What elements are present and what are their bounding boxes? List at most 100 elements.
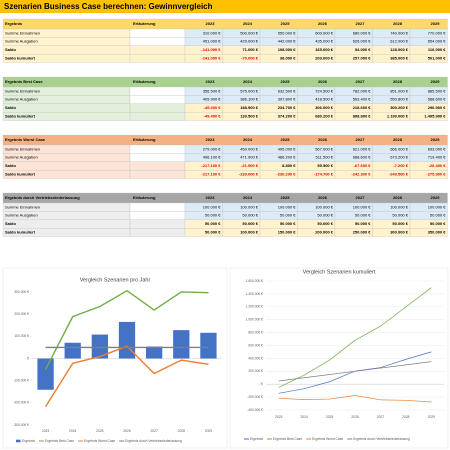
row-label: Saldo kumuliert (5, 55, 36, 60)
row-note-cell (129, 54, 186, 63)
table-header-label: Ergebnis durch Vertriebsniederlassung (5, 195, 80, 200)
row-note-cell (129, 170, 186, 179)
legend-label: Ergebnis Worst Case (84, 439, 115, 443)
y-tick-label: 200.000 € (14, 312, 29, 316)
value-text: 100.000 € (353, 204, 372, 209)
x-tick-label: 2029 (428, 415, 436, 419)
value-text: 50.000 € (242, 213, 258, 218)
bar (118, 321, 136, 359)
x-tick-label: 2029 (205, 429, 213, 433)
row-label: Saldo kumuliert (5, 229, 36, 234)
value-text: 50.000 € (317, 221, 333, 226)
value-text: -49.400 € (204, 113, 222, 118)
y-tick-label: 1.000.000 € (246, 318, 264, 322)
value-text: 203.000 € (315, 55, 334, 60)
row-note-cell (129, 153, 186, 162)
line-series (44, 345, 209, 407)
row-label: Saldo (5, 221, 16, 226)
value-text: 435.000 € (315, 39, 334, 44)
table-header-year: 2024 (243, 195, 253, 200)
value-text: -174.700 € (314, 171, 334, 176)
value-cell (409, 170, 448, 179)
value-text: 600.000 € (315, 30, 334, 35)
row-note-cell (129, 28, 186, 38)
legend-label: Ergebnis Worst Case (312, 437, 343, 441)
row-label: Summe Einnahmen (5, 88, 40, 93)
value-text: 50.000 € (355, 221, 371, 226)
value-text: 632.500 € (278, 88, 297, 93)
x-tick-label: 2026 (123, 429, 131, 433)
bar (37, 358, 54, 390)
x-tick-label: 2024 (69, 429, 77, 433)
value-text: 405.900 € (203, 97, 222, 102)
value-text: 279.000 € (203, 146, 222, 151)
value-text: 310.000 € (203, 30, 222, 35)
value-text: 770.000 € (428, 30, 447, 35)
value-text: -217.100 € (201, 171, 221, 176)
value-text: 200.000 € (315, 229, 334, 234)
page-title: Szenarien Business Case berechnen: Gewin… (4, 2, 213, 11)
value-text: 486.200 € (278, 155, 297, 160)
y-tick-label: - € (259, 382, 263, 386)
value-text: 1.199.000 € (387, 113, 409, 118)
line-series (278, 287, 432, 388)
value-cell (409, 228, 448, 237)
value-text: 621.000 € (353, 146, 372, 151)
value-text: 50.000 € (205, 229, 221, 234)
value-text: 429.000 € (240, 39, 259, 44)
row-note-cell (129, 211, 186, 220)
value-text: 442.000 € (278, 39, 297, 44)
value-text: 50.000 € (242, 221, 258, 226)
y-tick-label: 1.400.000 € (246, 292, 264, 296)
row-label: Saldo kumuliert (5, 113, 36, 118)
table-header-year: 2024 (243, 79, 253, 84)
y-tick-label: 800.000 € (248, 330, 263, 334)
value-text: -21.900 € (241, 163, 259, 168)
value-text: 100.000 € (203, 204, 222, 209)
x-tick-label: 2028 (178, 429, 186, 433)
value-text: 496.100 € (203, 155, 222, 160)
value-text: 782.000 € (353, 88, 372, 93)
value-text: 501.000 € (428, 55, 447, 60)
value-cell (409, 54, 448, 63)
value-text: 50.000 € (280, 221, 296, 226)
value-text: -239.000 € (239, 171, 259, 176)
value-text: 50.000 € (392, 213, 408, 218)
value-text: -141.000 € (201, 47, 221, 52)
y-tick-label: 100.000 € (14, 334, 29, 338)
value-text: 50.000 € (280, 213, 296, 218)
table-header-year: 2027 (356, 195, 366, 200)
table-header-year: 2028 (393, 195, 403, 200)
table-header-year: 2025 (281, 79, 291, 84)
value-text: 306.000 € (315, 105, 334, 110)
value-text: 50.000 € (355, 213, 371, 218)
value-text: 500.000 € (240, 30, 259, 35)
value-text: 100.000 € (278, 204, 297, 209)
value-text: 654.000 € (428, 39, 447, 44)
value-text: 719.400 € (428, 155, 447, 160)
value-text: 680.200 € (315, 113, 334, 118)
table-header-year: 2027 (356, 21, 366, 26)
row-note-cell (129, 202, 186, 212)
table-header-year: 2026 (318, 79, 328, 84)
value-text: 218.600 € (353, 105, 372, 110)
row-note-cell (129, 219, 186, 229)
value-cell (409, 112, 448, 121)
line-series (278, 361, 432, 382)
table-header-row (2, 18, 448, 30)
value-text: 50.000 € (205, 221, 221, 226)
table-header-year: 2029 (431, 21, 441, 26)
value-text: 257.000 € (353, 55, 372, 60)
value-text: 385.000 € (390, 55, 409, 60)
x-tick-label: 2023 (42, 429, 50, 433)
row-label-cell (2, 45, 131, 55)
legend-label: Ergebnis durch Vertriebsniederlassung (353, 437, 410, 441)
table-header-year: 2023 (206, 137, 216, 142)
value-text: 8.800 € (282, 163, 296, 168)
table-header-year: 2023 (206, 195, 216, 200)
legend-label: Ergebnis (22, 439, 35, 443)
row-note-cell (129, 45, 186, 55)
value-text: 100.000 € (240, 229, 259, 234)
x-tick-label: 2026 (351, 415, 359, 419)
value-text: 418.500 € (315, 97, 334, 102)
